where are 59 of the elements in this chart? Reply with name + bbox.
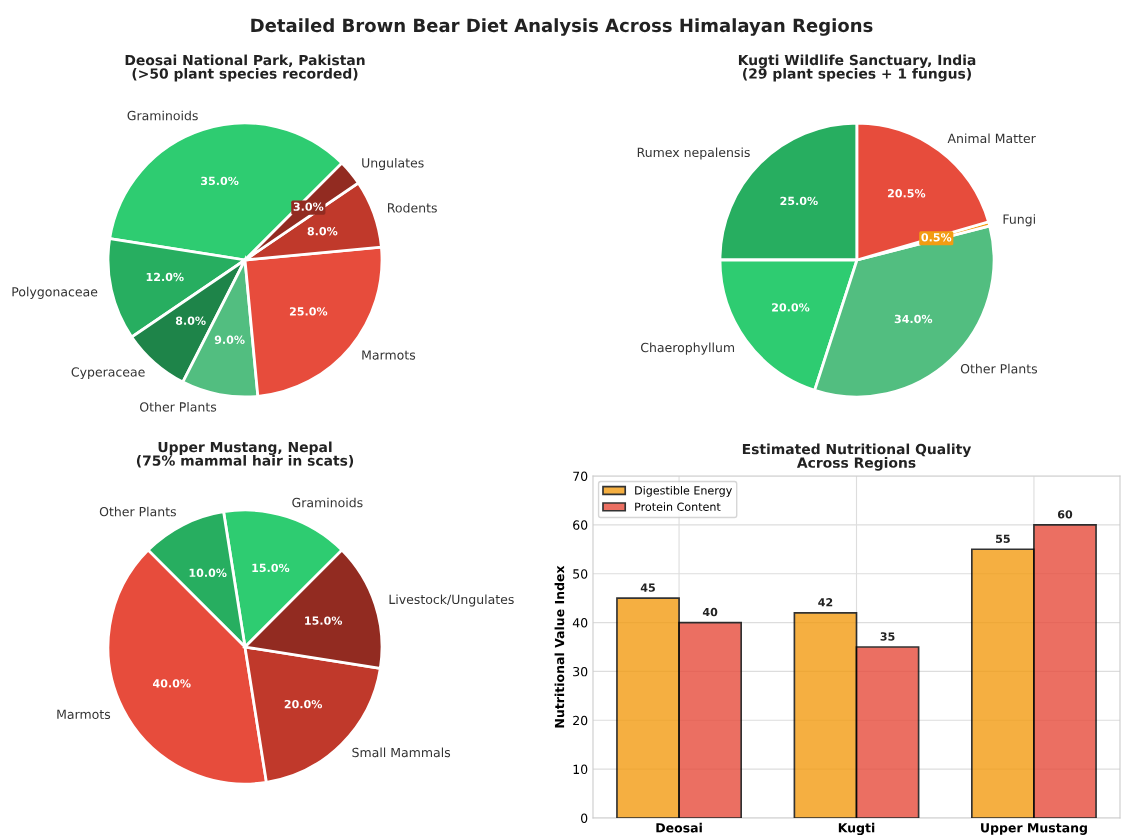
slice-label: Rumex nepalensis	[637, 147, 750, 160]
data-label: 35.0%	[201, 176, 239, 186]
data-label: 9.0%	[214, 335, 245, 344]
text: Detailed Brown Bear Diet Analysis Across Himalayan Regions	[251, 18, 873, 36]
data-label: 34.0%	[894, 314, 933, 324]
data-label: 40	[702, 607, 718, 617]
chart-title: Deosai National Park, Pakistan (>50 plant species recorded)	[125, 54, 365, 82]
data-label: 15.0%	[252, 563, 290, 573]
chart-title: Estimated Nutritional Quality Across Regions	[742, 443, 972, 471]
slice-label: Fungi	[1003, 214, 1035, 227]
data-label: 25.0%	[289, 307, 328, 316]
slice-label: Animal Matter	[947, 133, 1036, 144]
x-tick-label: Kugti	[838, 822, 875, 836]
data-label: 8.0%	[175, 316, 206, 325]
chart-title: Kugti Wildlife Sanctuary, India (29 plant species + 1 fungus)	[738, 54, 976, 82]
slice-label: Rodents	[388, 202, 437, 213]
slice-label: Other Plants	[960, 363, 1038, 374]
x-tick-label: Upper Mustang	[981, 823, 1087, 835]
y-tick-label: 0	[581, 813, 588, 823]
slice-label: Other Plants	[99, 506, 176, 517]
slice-label: Small Mammals	[352, 747, 451, 758]
legend-label: Protein Content	[635, 502, 721, 511]
chart-title: Upper Mustang, Nepal (75% mammal hair in scats)	[136, 441, 354, 468]
data-label: 0.5%	[921, 233, 952, 242]
data-label: 3.0%	[293, 202, 324, 211]
data-label: 60	[1057, 510, 1073, 519]
data-label: 15.0%	[305, 616, 343, 625]
slice-label: Other Plants	[139, 401, 217, 412]
data-label: 12.0%	[146, 272, 184, 282]
data-label: 8.0%	[307, 226, 338, 236]
data-label: 45	[640, 583, 655, 592]
slice-label: Chaerophyllum	[640, 342, 735, 355]
slice-label: Marmots	[362, 350, 416, 360]
slice-label: Graminoids	[127, 110, 198, 121]
y-tick-label: 60	[573, 520, 588, 530]
slice-label: Polygonaceae	[12, 286, 98, 299]
x-tick-label: Deosai	[656, 822, 702, 833]
legend-label: Digestible Energy	[635, 486, 732, 497]
slice-label: Marmots	[57, 709, 111, 720]
y-tick-label: 50	[573, 569, 588, 579]
y-axis-title: Nutritional Value Index	[554, 565, 565, 728]
slice-label: Graminoids	[292, 497, 363, 508]
data-label: 10.0%	[189, 568, 227, 577]
data-label: 55	[996, 534, 1010, 543]
data-label: 20.0%	[772, 303, 810, 312]
slice-label: Cyperaceae	[71, 367, 145, 380]
y-tick-label: 40	[572, 618, 588, 628]
data-label: 35	[880, 632, 895, 641]
data-label: 42	[818, 598, 833, 607]
data-label: 25.0%	[780, 196, 818, 206]
slice-label: Livestock/Ungulates	[389, 594, 514, 607]
data-label: 20.5%	[887, 189, 926, 198]
data-label: 20.0%	[284, 699, 323, 709]
y-tick-label: 30	[573, 666, 588, 677]
y-tick-label: 10	[573, 764, 588, 775]
data-label: 40.0%	[152, 679, 191, 688]
y-tick-label: 70	[573, 471, 588, 481]
slice-label: Ungulates	[362, 157, 424, 170]
y-tick-label: 20	[573, 715, 588, 726]
